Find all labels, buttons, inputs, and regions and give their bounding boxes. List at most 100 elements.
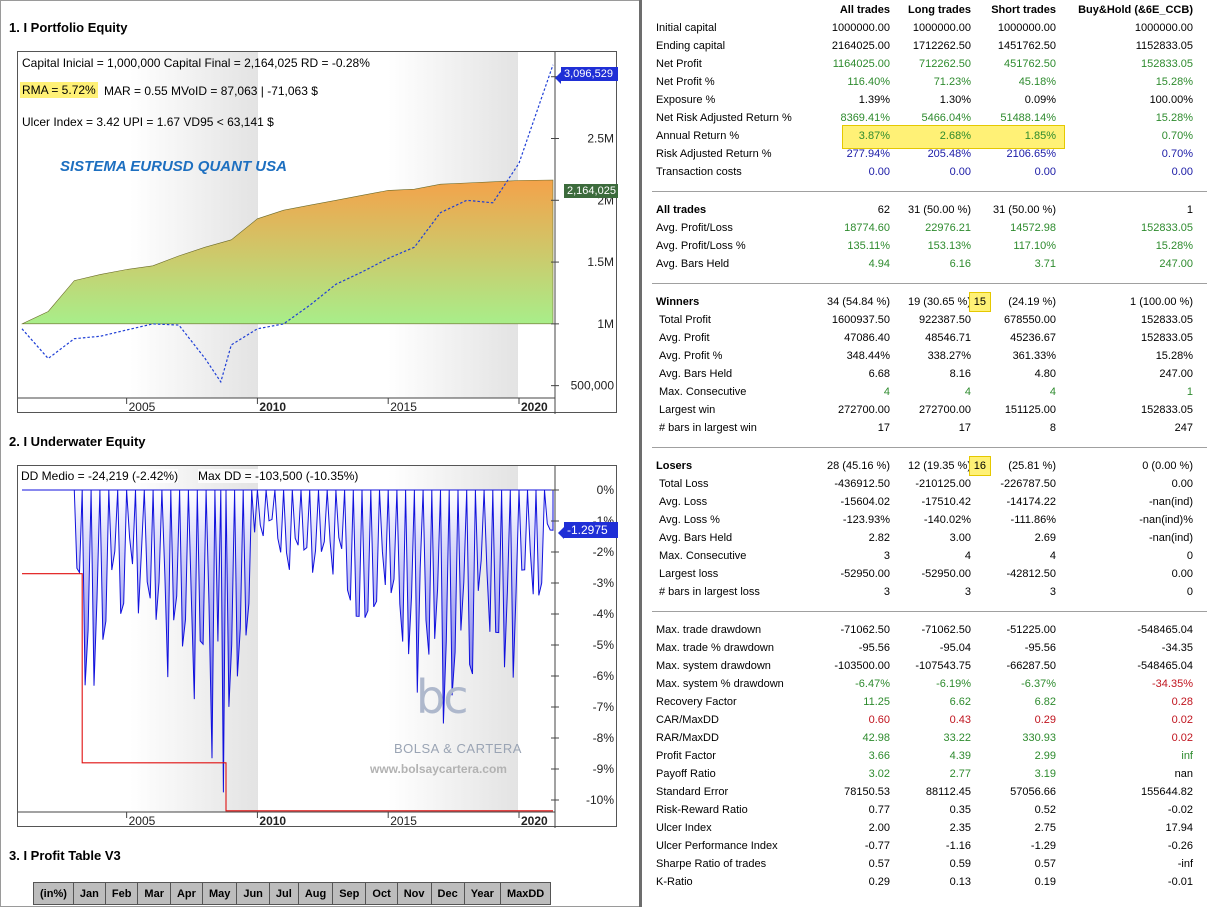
stats-row: Avg. Bars Held 2.82 3.00 2.69 -nan(ind) xyxy=(642,530,1216,548)
watermark-name: BOLSA & CARTERA xyxy=(394,741,522,756)
profit-section-title: 3. I Profit Table V3 xyxy=(9,848,121,863)
stats-row-label: Largest win xyxy=(659,404,716,416)
stats-cell: 1.39% xyxy=(858,94,890,106)
stats-cell: 117.10% xyxy=(1013,240,1056,252)
stats-row: Ending capital 2164025.00 1712262.50 145176… xyxy=(642,38,1216,56)
stats-row-label: Standard Error xyxy=(656,786,729,798)
annual-return-highlight xyxy=(842,125,1065,149)
stats-row: Avg. Bars Held 4.94 6.16 3.71 247.00 xyxy=(642,256,1216,274)
x-tick-label: 2020 xyxy=(521,814,548,828)
stats-row-label: Max. system drawdown xyxy=(656,660,771,672)
stats-cell: 88112.45 xyxy=(925,786,971,798)
stats-row: All trades 62 31 (50.00 %) 31 (50.00 %) 1 xyxy=(642,202,1216,220)
stats-cell: 4 xyxy=(964,550,971,562)
stats-cell: 361.33% xyxy=(1012,350,1056,362)
stats-cell: 1712262.50 xyxy=(912,40,971,52)
stats-cell: -0.02 xyxy=(1167,804,1193,816)
stats-cell: 8 xyxy=(1049,422,1056,434)
stats-cell: -95.56 xyxy=(1024,642,1056,654)
stats-cell: -14174.22 xyxy=(1006,496,1056,508)
stats-row: Avg. Loss -15604.02 -17510.42 -14174.22 -nan… xyxy=(642,494,1216,512)
stats-cell: 47086.40 xyxy=(844,332,890,344)
stats-cell: 2.77 xyxy=(949,768,971,780)
stats-cell: 6.16 xyxy=(949,258,971,270)
header-buyhold: Buy&Hold (&6E_CCB) xyxy=(1078,4,1193,16)
tag-pointer xyxy=(558,527,564,539)
stats-cell: 4 xyxy=(1049,386,1056,398)
stats-cell: 11.25 xyxy=(863,696,890,708)
y-tick-label: -6% xyxy=(593,669,615,683)
stats-cell: 247 xyxy=(1174,422,1193,434)
stats-cell: 152833.05 xyxy=(1141,222,1193,234)
stats-row: # bars in largest loss 3 3 3 0 xyxy=(642,584,1216,602)
underwater-area xyxy=(22,489,554,793)
stats-row-label: Net Profit % xyxy=(656,76,715,88)
stats-cell: 71.23% xyxy=(933,76,971,88)
stats-row: Net Profit 1164025.00 712262.50 451762.50 15… xyxy=(642,56,1216,74)
stats-row-label: Avg. Bars Held xyxy=(659,368,733,380)
y-tick-label: 2.5M xyxy=(587,132,614,146)
stats-cell: -6.47% xyxy=(855,678,890,690)
stats-cell: 0.02 xyxy=(1171,714,1193,726)
stats-row: Avg. Profit/Loss % 135.11% 153.13% 117.10% 1… xyxy=(642,238,1216,256)
stats-row: Transaction costs 0.00 0.00 0.00 0.00 xyxy=(642,164,1216,182)
stats-cell: 1152833.05 xyxy=(1135,40,1193,52)
stats-row-label: Annual Return % xyxy=(656,130,740,142)
stats-row: Standard Error 78150.53 88112.45 57056.66 15… xyxy=(642,784,1216,802)
stats-row-label: # bars in largest loss xyxy=(659,586,760,598)
stats-cell: 0.57 xyxy=(1034,858,1056,870)
stats-cell: 152833.05 xyxy=(1141,332,1193,344)
equity-info-line1: Capital Inicial = 1,000,000 Capital Fina… xyxy=(22,56,370,70)
maxdd-line xyxy=(22,573,553,812)
stats-cell: 15.28% xyxy=(1155,112,1193,124)
stats-row-label: Transaction costs xyxy=(656,166,742,178)
stats-row: Avg. Profit % 348.44% 338.27% 361.33% 15.28% xyxy=(642,348,1216,366)
stats-row: Max. Consecutive 3 4 4 0 xyxy=(642,548,1216,566)
stats-cell: 1451762.50 xyxy=(997,40,1056,52)
stats-cell: 45.18% xyxy=(1018,76,1056,88)
stats-row: Ulcer Index 2.00 2.35 2.75 17.94 xyxy=(642,820,1216,838)
stats-row: Risk Adjusted Return % 277.94% 205.48% 2106… xyxy=(642,146,1216,164)
stats-cell: 4 xyxy=(964,386,971,398)
watermark-logo: bc xyxy=(416,670,468,724)
stats-row-label: RAR/MaxDD xyxy=(656,732,719,744)
x-tick-label: 2020 xyxy=(521,400,548,414)
stats-row-label: Total Profit xyxy=(659,314,711,326)
stats-cell: 0.00 xyxy=(1034,166,1056,178)
y-tick-label: -7% xyxy=(593,700,615,714)
stats-cell: 0.59 xyxy=(949,858,971,870)
stats-cell: -0.77 xyxy=(864,840,890,852)
stats-cell: 4 xyxy=(1049,550,1056,562)
y-tick-label: -2% xyxy=(593,545,615,559)
stats-cell: 272700.00 xyxy=(919,404,971,416)
stats-cell: 0 xyxy=(1186,586,1193,598)
stats-row: Exposure % 1.39% 1.30% 0.09% 100.00% xyxy=(642,92,1216,110)
stats-cell: 152833.05 xyxy=(1141,314,1193,326)
stats-cell: -52950.00 xyxy=(840,568,890,580)
y-tick-label: -8% xyxy=(593,731,615,745)
stats-cell: -nan(ind) xyxy=(1148,496,1193,508)
x-tick-label: 2010 xyxy=(259,400,286,414)
stats-cell: 152833.05 xyxy=(1141,404,1193,416)
profit-table-header-cell: Nov xyxy=(396,882,432,905)
stats-row-label: Risk-Reward Ratio xyxy=(656,804,748,816)
stats-cell: -nan(ind) xyxy=(1148,532,1193,544)
stats-cell: 45236.67 xyxy=(1010,332,1056,344)
stats-separator xyxy=(652,611,1207,612)
profit-table-header-cell: Feb xyxy=(104,882,139,905)
stats-cell: 28 (45.16 %) xyxy=(827,460,890,472)
stats-cell: 1000000.00 xyxy=(831,22,890,34)
underwater-last-value-tag: -1.2975 xyxy=(564,522,618,538)
stats-cell: 19 (30.65 %) xyxy=(908,296,971,308)
y-tick-label: -9% xyxy=(593,762,615,776)
stats-cell: 1 (100.00 %) xyxy=(1130,296,1193,308)
stats-cell: 4.39 xyxy=(949,750,971,762)
stats-row-label: Sharpe Ratio of trades xyxy=(656,858,767,870)
stats-cell: (24.19 %) xyxy=(1008,296,1056,308)
stats-cell: 3 xyxy=(1049,586,1056,598)
stats-cell: 0.60 xyxy=(868,714,890,726)
stats-row: Profit Factor 3.66 4.39 2.99 inf xyxy=(642,748,1216,766)
stats-row: Max. system drawdown -103500.00 -107543.75… xyxy=(642,658,1216,676)
stats-cell: 2106.65% xyxy=(1006,148,1056,160)
